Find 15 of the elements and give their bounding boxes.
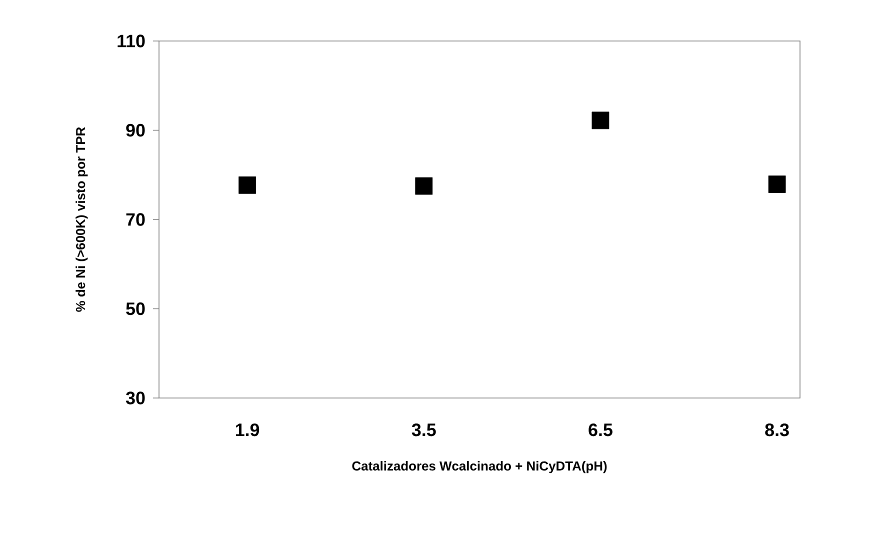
point <box>592 112 610 130</box>
x-axis-title: Catalizadores Wcalcinado + NiCyDTA(pH) <box>352 461 607 474</box>
y-tick-label: 90 <box>126 124 145 137</box>
y-axis-title: % de Ni (>600K) visto por TPR <box>76 127 88 312</box>
point <box>238 176 256 194</box>
x-tick-label: 1.9 <box>236 423 260 436</box>
y-tick-label: 110 <box>118 34 145 48</box>
y-tick-label: 50 <box>126 302 145 316</box>
x-tick-label: 8.3 <box>765 423 789 436</box>
x-tick-label: 3.5 <box>412 423 436 436</box>
x-tick-label: 6.5 <box>588 423 612 436</box>
y-tick-label: 70 <box>126 213 145 226</box>
point <box>415 177 433 195</box>
point <box>768 176 786 193</box>
y-tick-label: 30 <box>126 392 145 404</box>
